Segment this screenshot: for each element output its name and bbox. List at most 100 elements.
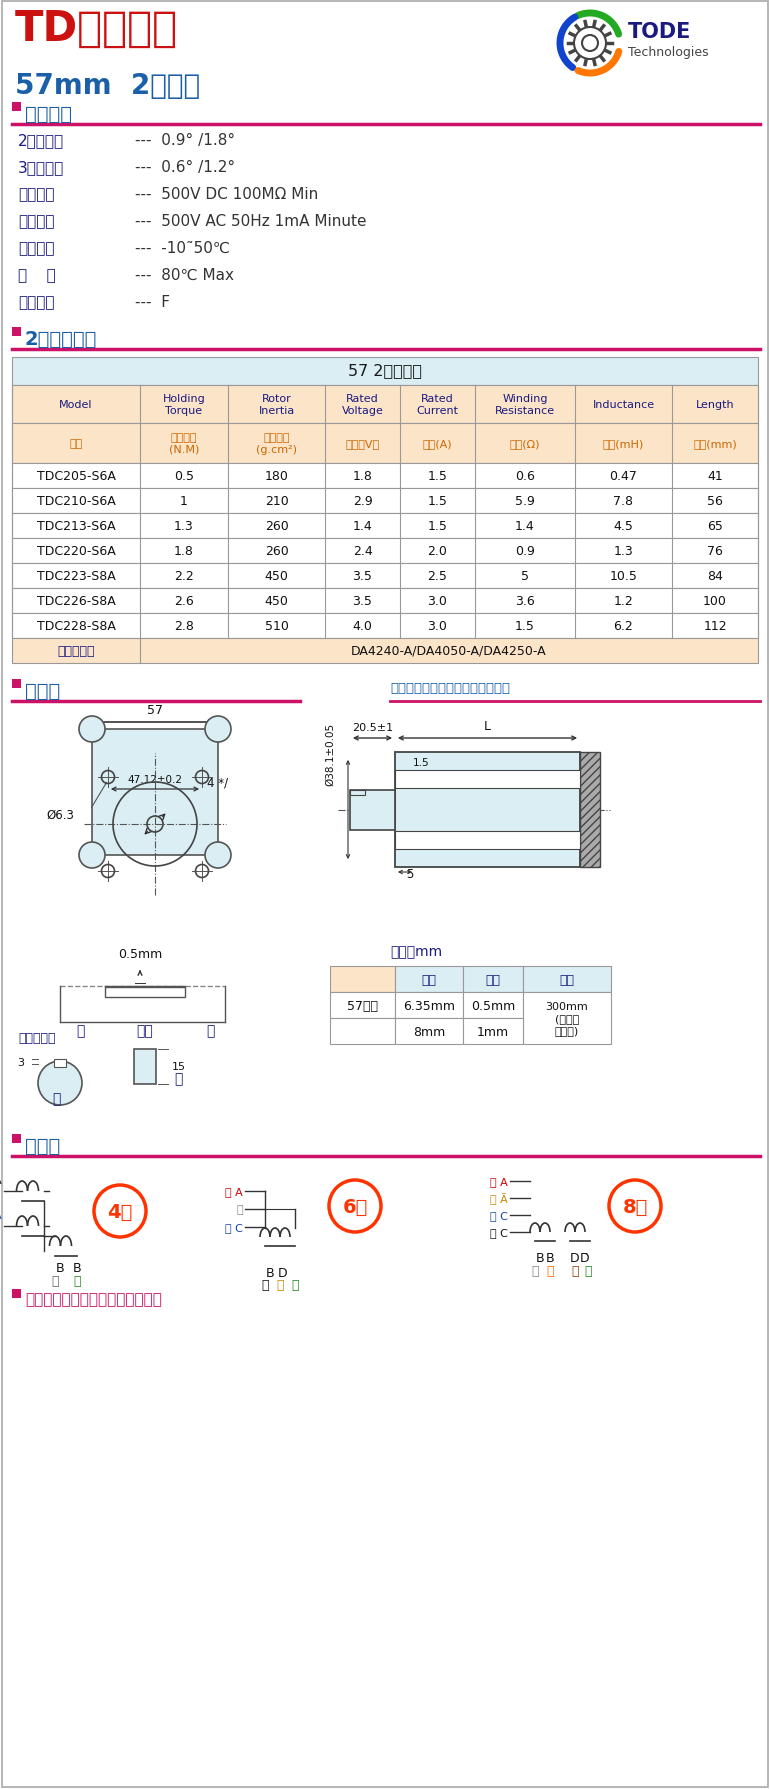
Circle shape (38, 1061, 82, 1106)
Text: 黃: 黃 (276, 1279, 284, 1292)
Text: 4.5: 4.5 (614, 521, 634, 533)
Text: 黃 Ā: 黃 Ā (490, 1193, 508, 1204)
Text: 1mm: 1mm (477, 1025, 509, 1038)
Bar (12, 614, 758, 639)
Text: 轉子慣量
(g.cm²): 轉子慣量 (g.cm²) (256, 433, 297, 454)
Text: 藍 C: 藍 C (225, 1222, 243, 1233)
Text: 線長: 線長 (560, 973, 574, 986)
Text: 1.5: 1.5 (515, 619, 535, 633)
Text: D̄: D̄ (580, 1251, 590, 1265)
Text: 具体手册資料可联系销售人员发送: 具体手册資料可联系销售人员发送 (25, 1292, 162, 1306)
Text: 510: 510 (265, 619, 289, 633)
Bar (92, 730, 218, 855)
Text: 如需特殊規格請與拓達及經銷商聯: 如需特殊規格請與拓達及經銷商聯 (390, 682, 510, 694)
Text: 電阻(Ω): 電阻(Ω) (510, 438, 541, 449)
Text: 軸: 軸 (206, 1023, 214, 1038)
Text: 1.8: 1.8 (353, 471, 373, 483)
Text: 軸: 軸 (174, 1072, 182, 1086)
Text: 7.8: 7.8 (614, 496, 634, 508)
Text: 57mm  2相電機: 57mm 2相電機 (15, 72, 200, 100)
Text: ---  -10˜50℃: --- -10˜50℃ (135, 242, 230, 256)
Text: 4.0: 4.0 (353, 619, 373, 633)
Text: 84: 84 (707, 569, 723, 583)
Text: 長度(mm): 長度(mm) (693, 438, 737, 449)
Text: 2.8: 2.8 (174, 619, 194, 633)
Circle shape (205, 843, 231, 868)
Bar (395, 832, 580, 850)
Text: 2相步距角: 2相步距角 (18, 132, 64, 148)
Text: 電壓（V）: 電壓（V） (346, 438, 380, 449)
Bar (105, 988, 185, 998)
Text: 絕緣電阻: 絕緣電阻 (18, 186, 55, 202)
Bar (395, 966, 463, 993)
Text: 0.5: 0.5 (174, 471, 194, 483)
Text: Length: Length (695, 399, 735, 410)
Text: 絕緣等級: 絕緣等級 (18, 295, 55, 309)
Bar (12, 488, 758, 513)
Text: 電機特性: 電機特性 (25, 106, 72, 123)
Text: 260: 260 (265, 521, 289, 533)
Text: 57系列: 57系列 (347, 998, 378, 1013)
Text: TDC226-S8A: TDC226-S8A (37, 594, 116, 608)
Text: ---  500V AC 50Hz 1mA Minute: --- 500V AC 50Hz 1mA Minute (135, 215, 367, 229)
Text: TDC205-S6A: TDC205-S6A (36, 471, 116, 483)
Text: DA4240-A/DA4050-A/DA4250-A: DA4240-A/DA4050-A/DA4250-A (351, 644, 547, 658)
Text: 電流(A): 電流(A) (423, 438, 452, 449)
Text: 57: 57 (147, 703, 163, 717)
Text: 76: 76 (707, 544, 723, 558)
Text: 3相步距角: 3相步距角 (18, 159, 64, 175)
Bar (523, 993, 611, 1045)
Text: 4 */: 4 */ (207, 776, 228, 789)
Text: TDC210-S6A: TDC210-S6A (37, 496, 116, 508)
Text: 3: 3 (17, 1057, 24, 1068)
Text: 帶鍵槽形式: 帶鍵槽形式 (18, 1032, 55, 1045)
Text: 2.5: 2.5 (427, 569, 447, 583)
Text: 黑: 黑 (261, 1279, 269, 1292)
Text: 電感(mH): 電感(mH) (603, 438, 644, 449)
Text: 210: 210 (265, 496, 289, 508)
Text: 平鍵: 平鍵 (486, 973, 500, 986)
Circle shape (205, 717, 231, 742)
Text: 15: 15 (172, 1063, 186, 1072)
Text: 1.8: 1.8 (174, 544, 194, 558)
Text: TDC220-S6A: TDC220-S6A (37, 544, 116, 558)
Text: Ø6.3: Ø6.3 (46, 809, 74, 821)
Text: Inductance: Inductance (592, 399, 654, 410)
Text: 環境溫度: 環境溫度 (18, 242, 55, 256)
Text: 3.5: 3.5 (353, 569, 373, 583)
Text: 2.9: 2.9 (353, 496, 373, 508)
Bar (350, 791, 395, 830)
Text: 2.6: 2.6 (174, 594, 194, 608)
Text: L: L (484, 719, 491, 732)
Bar (463, 993, 523, 1018)
Text: 8mm: 8mm (413, 1025, 445, 1038)
Bar (12, 1134, 21, 1143)
Text: 1.3: 1.3 (614, 544, 634, 558)
Text: 3.5: 3.5 (353, 594, 373, 608)
Bar (12, 327, 21, 336)
Text: 绿: 绿 (73, 1274, 81, 1288)
Bar (580, 753, 600, 868)
Text: B: B (266, 1267, 274, 1279)
Text: 白: 白 (52, 1274, 59, 1288)
Text: 2.4: 2.4 (353, 544, 373, 558)
Text: ---  F: --- F (135, 295, 170, 309)
Text: 藍 C: 藍 C (490, 1211, 508, 1220)
Text: TDC228-S8A: TDC228-S8A (36, 619, 116, 633)
Bar (12, 564, 758, 589)
Text: TD系列步進: TD系列步進 (15, 7, 178, 50)
Text: 0.47: 0.47 (610, 471, 638, 483)
Text: 0.5mm: 0.5mm (471, 998, 515, 1013)
Text: 溫    升: 溫 升 (18, 268, 55, 283)
Bar (12, 1290, 21, 1299)
Text: 6.35mm: 6.35mm (403, 998, 455, 1013)
Bar (395, 1018, 463, 1045)
Circle shape (79, 717, 105, 742)
Text: 6線: 6線 (343, 1197, 368, 1217)
Text: Technologies: Technologies (628, 45, 708, 59)
Text: 47.12±0.2: 47.12±0.2 (128, 775, 182, 785)
Bar (12, 358, 758, 386)
Bar (12, 424, 758, 463)
Text: 絕緣強度: 絕緣強度 (18, 215, 55, 229)
Text: 2.2: 2.2 (174, 569, 194, 583)
